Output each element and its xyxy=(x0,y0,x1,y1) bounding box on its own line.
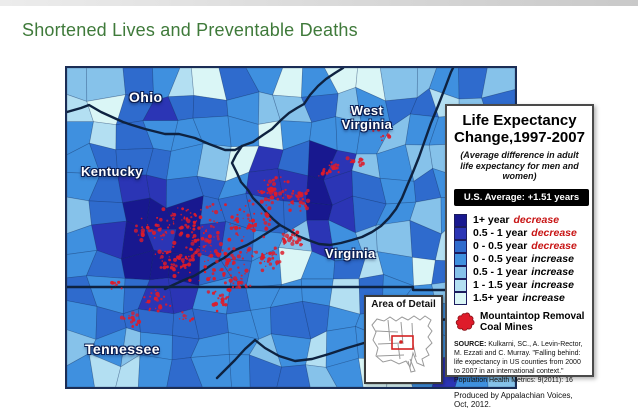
mines-label-line1: Mountaintop Removal xyxy=(480,310,585,322)
legend-item-trend: increase xyxy=(531,279,574,291)
mines-legend-row: Mountaintop Removal Coal Mines xyxy=(454,311,585,333)
legend-item-range: 0 - 0.5 year xyxy=(473,253,528,265)
legend-item: 1+ year decrease xyxy=(454,213,585,227)
legend-title: Life Expectancy Change,1997-2007 xyxy=(454,112,585,146)
page-title: Shortened Lives and Preventable Deaths xyxy=(22,20,358,40)
legend-item-range: 0.5 - 1 year xyxy=(473,227,528,239)
legend-swatch xyxy=(454,265,467,279)
top-strip xyxy=(0,0,638,6)
inset-mine-dot xyxy=(399,340,403,344)
mines-label: Mountaintop Removal Coal Mines xyxy=(480,311,584,333)
legend-subtitle: (Average difference in adult life expect… xyxy=(460,150,579,181)
inset-title: Area of Detail xyxy=(371,299,436,310)
legend-item-range: 1 - 1.5 year xyxy=(473,279,528,291)
legend-item-trend: increase xyxy=(531,253,574,265)
produced-by-note: Produced by Appalachian Voices, Oct, 201… xyxy=(454,390,573,409)
inset-us-map xyxy=(371,315,433,373)
state-label-virginia: Virginia xyxy=(325,246,376,261)
legend-swatch xyxy=(454,278,467,292)
legend-item-range: 1+ year xyxy=(473,214,510,226)
legend-item-trend: decrease xyxy=(531,227,577,239)
legend-item: 1 - 1.5 year increase xyxy=(454,278,585,292)
legend-item-range: 0 - 0.5 year xyxy=(473,240,528,252)
state-label-kentucky: Kentucky xyxy=(81,164,143,179)
source-label: SOURCE: xyxy=(454,340,487,348)
mine-speckles-layer xyxy=(110,108,392,328)
state-label-tennessee: Tennessee xyxy=(85,341,160,357)
legend-swatch xyxy=(454,239,467,253)
source-text: Kulkarni, SC., A. Levin-Rector, M. Ezzat… xyxy=(454,340,583,384)
state-label-ohio: Ohio xyxy=(129,89,163,105)
us-average-badge: U.S. Average: +1.51 years xyxy=(454,188,589,206)
area-of-detail-inset: Area of Detail xyxy=(364,295,443,384)
legend-item-range: 1.5+ year xyxy=(473,292,519,304)
legend-title-line1: Life Expectancy xyxy=(462,112,577,129)
legend-swatch xyxy=(454,213,467,227)
legend-item: 0 - 0.5 year increase xyxy=(454,252,585,266)
legend-swatch xyxy=(454,291,467,305)
state-label-west-virginia: West Virginia xyxy=(341,103,393,132)
legend-swatch xyxy=(454,226,467,240)
legend-title-line2: Change,1997-2007 xyxy=(454,129,585,146)
legend-item-trend: increase xyxy=(522,292,565,304)
source-note: SOURCE: Kulkarni, SC., A. Levin-Rector, … xyxy=(454,340,585,385)
legend-item: 1.5+ year increase xyxy=(454,291,585,305)
legend-item: 0.5 - 1 year decrease xyxy=(454,226,585,240)
mountaintop-removal-icon xyxy=(455,312,475,331)
legend-item-trend: decrease xyxy=(531,240,577,252)
legend-item-trend: increase xyxy=(531,266,574,278)
legend-items: 1+ year decrease 0.5 - 1 year decrease 0… xyxy=(454,213,585,305)
legend-item: 0.5 - 1 year increase xyxy=(454,265,585,279)
legend-item-trend: decrease xyxy=(513,214,560,226)
inset-highlight-rect xyxy=(391,335,414,350)
legend-panel: Life Expectancy Change,1997-2007 (Averag… xyxy=(445,104,594,409)
legend-swatch xyxy=(454,252,467,266)
legend-item-range: 0.5 - 1 year xyxy=(473,266,528,278)
mines-label-line2: Coal Mines xyxy=(480,321,533,333)
legend-item: 0 - 0.5 year decrease xyxy=(454,239,585,253)
